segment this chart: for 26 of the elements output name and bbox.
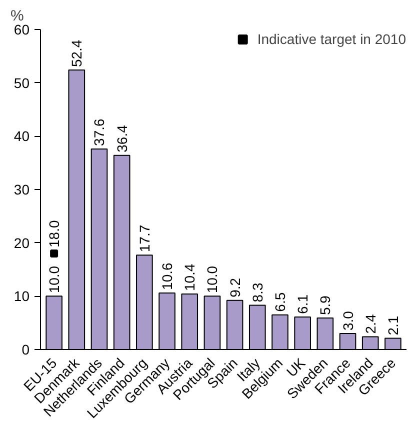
data-label: 6.1 bbox=[294, 294, 311, 314]
y-tick-label: 40 bbox=[14, 128, 30, 144]
legend-label: Indicative target in 2010 bbox=[257, 31, 406, 47]
y-tick-label: 30 bbox=[14, 182, 30, 198]
y-tick-label: 10 bbox=[14, 288, 30, 304]
data-label: 10.0 bbox=[46, 266, 62, 294]
data-label: 18.0 bbox=[46, 220, 62, 248]
data-label: 9.2 bbox=[226, 278, 243, 298]
data-label: 37.6 bbox=[91, 118, 108, 146]
y-axis-title: % bbox=[10, 8, 24, 24]
data-label: 3.0 bbox=[340, 310, 356, 330]
data-label: 8.3 bbox=[249, 282, 266, 302]
data-label: 17.7 bbox=[136, 224, 152, 252]
data-label: 10.0 bbox=[204, 266, 220, 294]
data-label: 2.1 bbox=[384, 316, 401, 336]
data-label: 2.4 bbox=[362, 314, 378, 334]
data-label: 52.4 bbox=[68, 40, 85, 68]
y-tick-label: 20 bbox=[14, 234, 30, 251]
data-label: 6.5 bbox=[272, 292, 288, 312]
y-tick-label: 60 bbox=[14, 22, 30, 38]
data-label: 5.9 bbox=[317, 295, 334, 316]
data-label: 10.4 bbox=[182, 264, 198, 292]
y-tick-label: 0 bbox=[22, 342, 30, 358]
data-label: 10.6 bbox=[159, 262, 176, 290]
data-label: 36.4 bbox=[114, 124, 130, 152]
y-tick-label: 50 bbox=[14, 74, 30, 91]
